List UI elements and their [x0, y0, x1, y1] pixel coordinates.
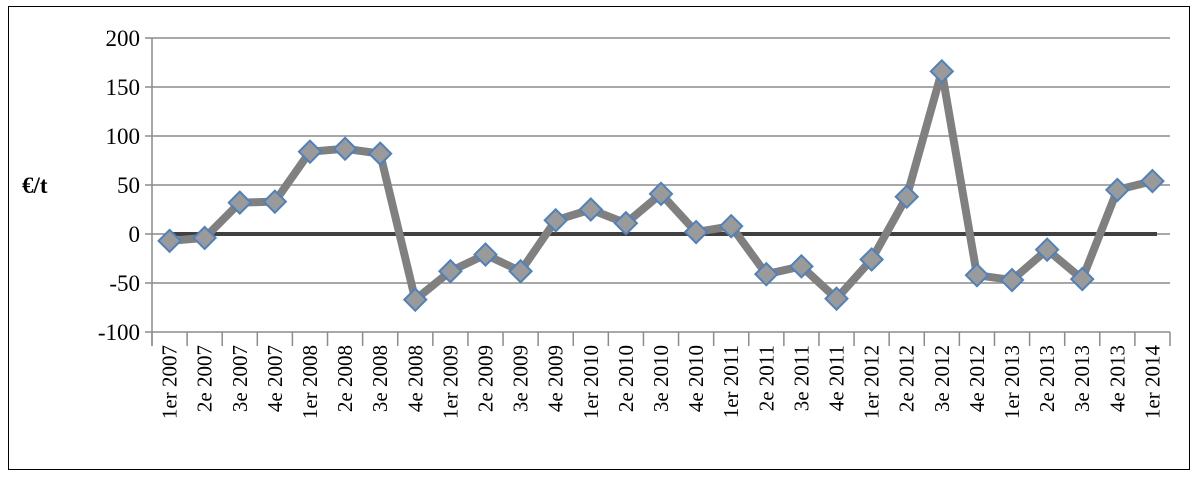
x-tick-label: 2e 2010 — [614, 345, 638, 412]
data-point — [227, 190, 253, 216]
data-point — [262, 189, 288, 215]
data-point — [473, 242, 498, 267]
data-point — [1034, 237, 1060, 263]
data-point — [367, 141, 393, 167]
x-tick-label: 3e 2009 — [509, 345, 533, 412]
x-tick-label: 4e 2007 — [263, 345, 287, 412]
data-point — [964, 262, 990, 288]
data-point — [894, 184, 920, 210]
x-tick-label: 2e 2012 — [895, 345, 919, 412]
data-point — [297, 139, 323, 165]
axes — [151, 38, 1157, 346]
x-tick-label: 1er 2014 — [1140, 345, 1164, 420]
x-tick-label: 4e 2013 — [1105, 345, 1129, 412]
y-tick-label: 150 — [106, 75, 141, 100]
x-tick-label: 3e 2011 — [789, 345, 813, 411]
data-point — [824, 286, 849, 312]
data-point — [402, 287, 428, 313]
x-tick-label: 3e 2008 — [368, 345, 392, 412]
x-tick-label: 3e 2012 — [930, 345, 954, 412]
x-tick-label: 2e 2011 — [754, 345, 778, 411]
data-point — [192, 225, 218, 251]
data-point — [157, 228, 182, 254]
data-point — [1104, 177, 1130, 203]
x-tick-label: 1er 2013 — [1000, 345, 1024, 419]
x-tick-label: 4e 2010 — [684, 345, 708, 412]
x-axis-ticks: 1er 2007 2e 2007 3e 2007 4e 2007 1er 2008 2e … — [151, 332, 1171, 420]
data-point — [1069, 266, 1095, 292]
x-tick-label: 4e 2011 — [825, 345, 849, 411]
x-tick-label: 1er 2008 — [298, 345, 322, 419]
y-tick-label: 0 — [129, 222, 141, 247]
y-axis-ticks: 200 150 100 50 0 -50 -100 — [98, 26, 152, 345]
data-point — [578, 197, 604, 222]
data-point — [1140, 168, 1165, 194]
x-tick-label: 2e 2009 — [473, 345, 497, 412]
y-tick-label: -50 — [109, 271, 140, 296]
y-tick-label: 50 — [117, 173, 140, 198]
data-point — [859, 247, 885, 272]
x-tick-label: 1er 2012 — [860, 345, 884, 419]
data-point — [543, 207, 569, 233]
x-tick-label: 4e 2009 — [544, 345, 568, 412]
x-tick-label: 1er 2007 — [158, 345, 182, 419]
data-point — [753, 261, 779, 287]
x-tick-label: 1er 2009 — [438, 345, 462, 419]
y-tick-label: -100 — [98, 320, 140, 345]
data-point — [999, 267, 1025, 293]
data-point — [648, 181, 674, 207]
y-tick-label: 100 — [106, 124, 141, 149]
x-tick-label: 3e 2013 — [1070, 345, 1094, 412]
y-axis-label: €/t — [22, 173, 48, 198]
data-point — [718, 213, 744, 239]
data-point — [437, 258, 463, 284]
x-tick-label: 1er 2010 — [579, 345, 603, 419]
data-point — [332, 136, 358, 162]
x-tick-label: 2e 2013 — [1035, 345, 1059, 412]
data-point — [683, 219, 709, 245]
x-tick-label: 2e 2008 — [333, 345, 357, 412]
data-point — [508, 258, 534, 284]
x-tick-label: 2e 2007 — [193, 345, 217, 412]
x-tick-label: 1er 2011 — [719, 345, 743, 418]
x-tick-label: 3e 2010 — [649, 345, 673, 412]
data-point — [929, 58, 955, 84]
series — [157, 58, 1165, 313]
x-tick-label: 4e 2008 — [403, 345, 427, 412]
x-tick-label: 4e 2012 — [965, 345, 989, 412]
data-point — [613, 210, 639, 236]
x-tick-label: 3e 2007 — [228, 345, 252, 412]
data-point — [788, 253, 814, 279]
y-tick-label: 200 — [106, 26, 141, 51]
